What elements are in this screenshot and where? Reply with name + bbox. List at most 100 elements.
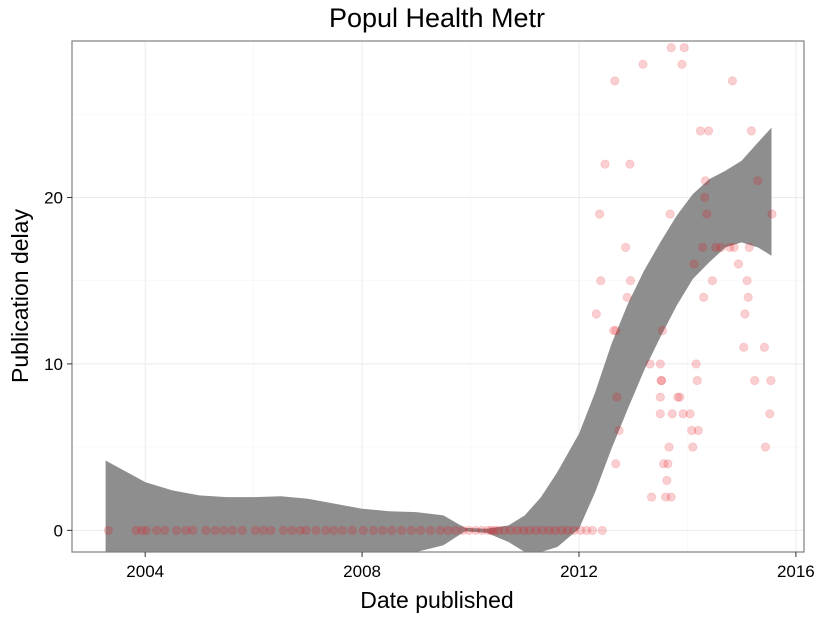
- data-point: [727, 76, 738, 86]
- data-point: [266, 525, 276, 536]
- x-tick-label: 2016: [777, 562, 815, 581]
- data-point: [141, 525, 152, 536]
- data-point: [210, 525, 220, 536]
- data-point: [662, 475, 672, 486]
- data-point: [435, 525, 445, 536]
- data-point: [700, 176, 710, 186]
- data-point: [151, 525, 162, 536]
- data-point: [237, 525, 248, 536]
- data-point: [562, 525, 573, 536]
- data-point: [537, 525, 548, 536]
- x-axis-ticks: 2004 2008 2012 2016: [126, 552, 815, 581]
- data-point: [181, 525, 191, 536]
- data-point: [311, 525, 321, 536]
- data-point: [664, 442, 674, 452]
- data-point: [689, 259, 699, 269]
- data-point: [622, 292, 632, 302]
- data-point: [358, 525, 368, 536]
- data-point: [716, 242, 726, 253]
- data-point: [493, 525, 503, 536]
- data-points: [103, 43, 777, 536]
- data-point: [610, 76, 620, 86]
- data-point: [667, 409, 677, 419]
- data-point: [611, 325, 621, 336]
- data-point: [524, 525, 535, 536]
- data-point: [692, 375, 702, 386]
- data-point: [596, 276, 606, 286]
- data-point: [655, 409, 665, 419]
- plot-border: [71, 40, 805, 553]
- data-point: [744, 242, 754, 253]
- data-point: [665, 209, 675, 219]
- data-point: [575, 525, 586, 536]
- data-point: [278, 525, 289, 536]
- data-point: [531, 525, 541, 536]
- data-point: [697, 242, 708, 253]
- data-point: [687, 425, 697, 436]
- data-point: [581, 525, 592, 536]
- data-point: [614, 425, 624, 436]
- data-point: [550, 525, 560, 536]
- data-point: [729, 242, 739, 253]
- data-point: [506, 525, 516, 536]
- data-point: [450, 525, 461, 536]
- data-point: [477, 525, 487, 536]
- data-point: [556, 525, 567, 536]
- data-point: [544, 525, 554, 536]
- data-point: [519, 525, 529, 536]
- y-axis-label: Publication delay: [7, 209, 33, 383]
- data-point: [710, 242, 721, 253]
- data-point: [512, 525, 522, 536]
- data-point: [483, 525, 493, 536]
- data-point: [657, 325, 668, 336]
- data-point: [765, 409, 775, 419]
- data-point: [443, 525, 453, 536]
- data-point: [685, 409, 695, 419]
- data-point: [347, 525, 357, 536]
- data-point: [646, 492, 657, 502]
- data-point: [600, 159, 610, 169]
- data-point: [137, 525, 147, 536]
- data-point: [695, 126, 706, 136]
- data-point: [625, 159, 635, 169]
- data-point: [645, 359, 655, 369]
- data-point: [673, 392, 683, 402]
- plot-panel: [72, 41, 804, 552]
- data-point: [486, 525, 496, 536]
- data-point: [499, 525, 509, 536]
- data-point: [678, 409, 688, 419]
- data-point: [171, 525, 182, 536]
- data-point: [707, 276, 718, 286]
- data-point: [767, 209, 777, 219]
- data-point: [406, 525, 417, 536]
- data-point: [609, 325, 619, 336]
- x-tick-label: 2012: [560, 562, 598, 581]
- data-point: [329, 525, 339, 536]
- x-axis-label: Date published: [360, 587, 513, 613]
- data-point: [655, 359, 665, 369]
- y-tick-label: 20: [44, 188, 63, 207]
- smooth-confidence-band: [105, 127, 772, 552]
- data-point: [688, 442, 698, 452]
- data-point: [321, 525, 331, 536]
- data-point: [594, 209, 605, 219]
- data-point: [103, 525, 114, 536]
- data-point: [742, 276, 752, 286]
- data-point: [620, 242, 631, 253]
- data-point: [760, 442, 771, 452]
- data-point: [569, 525, 579, 536]
- data-point: [295, 525, 305, 536]
- data-point: [700, 192, 710, 203]
- data-point: [611, 459, 621, 469]
- data-point: [740, 309, 750, 319]
- data-point: [415, 525, 426, 536]
- data-point: [739, 342, 749, 352]
- data-point: [625, 276, 636, 286]
- data-point: [661, 492, 671, 502]
- y-tick-label: 10: [44, 355, 63, 374]
- chart-title: Popul Health Metr: [329, 3, 545, 33]
- data-point: [699, 292, 709, 302]
- data-point: [301, 525, 311, 536]
- data-point: [691, 359, 701, 369]
